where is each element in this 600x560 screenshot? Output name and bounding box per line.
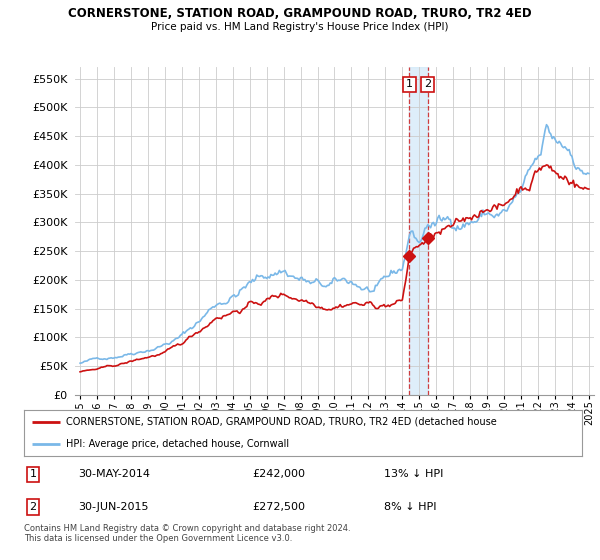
Text: 2: 2 xyxy=(29,502,37,512)
Text: CORNERSTONE, STATION ROAD, GRAMPOUND ROAD, TRURO, TR2 4ED: CORNERSTONE, STATION ROAD, GRAMPOUND ROA… xyxy=(68,7,532,20)
Text: 1: 1 xyxy=(29,469,37,479)
Text: 1: 1 xyxy=(406,80,413,90)
Text: £272,500: £272,500 xyxy=(252,502,305,512)
Text: 8% ↓ HPI: 8% ↓ HPI xyxy=(384,502,437,512)
Text: 30-MAY-2014: 30-MAY-2014 xyxy=(78,469,150,479)
Text: £242,000: £242,000 xyxy=(252,469,305,479)
Text: 13% ↓ HPI: 13% ↓ HPI xyxy=(384,469,443,479)
Text: HPI: Average price, detached house, Cornwall: HPI: Average price, detached house, Corn… xyxy=(66,438,289,449)
Bar xyxy=(409,67,428,395)
Text: 2: 2 xyxy=(424,80,431,90)
Text: 30-JUN-2015: 30-JUN-2015 xyxy=(78,502,149,512)
Text: CORNERSTONE, STATION ROAD, GRAMPOUND ROAD, TRURO, TR2 4ED (detached house: CORNERSTONE, STATION ROAD, GRAMPOUND ROA… xyxy=(66,417,497,427)
Text: Price paid vs. HM Land Registry's House Price Index (HPI): Price paid vs. HM Land Registry's House … xyxy=(151,22,449,32)
Text: Contains HM Land Registry data © Crown copyright and database right 2024.
This d: Contains HM Land Registry data © Crown c… xyxy=(24,524,350,543)
